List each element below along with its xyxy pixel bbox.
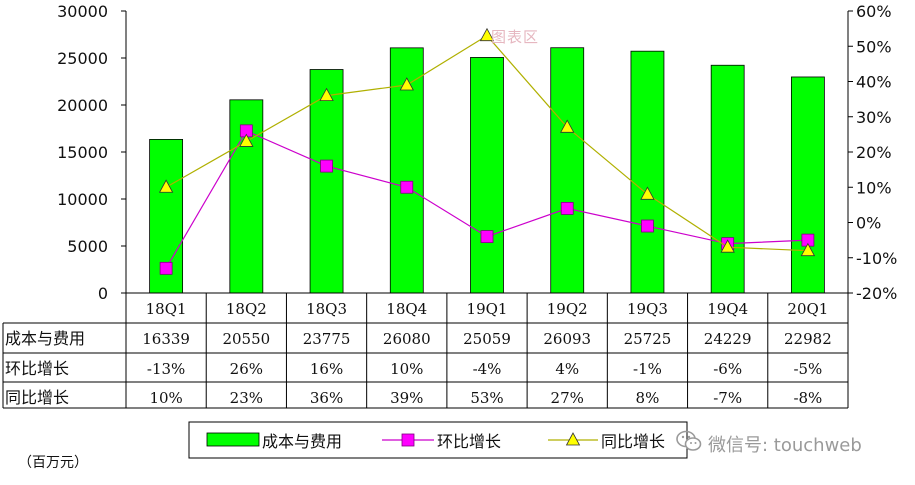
table-cell: 23% [230,389,263,407]
table-cell: 10% [149,389,182,407]
right-tick-label: 20% [856,143,892,162]
watermark-wechat: 微信号: touchweb [708,435,862,456]
mom-point-19Q2 [560,201,574,215]
right-tick-label: 30% [856,108,892,127]
mom-point-18Q4 [400,180,414,194]
table-cell: 53% [470,389,503,407]
table-cell: 23775 [303,330,351,348]
legend-bar-label: 成本与费用 [262,432,342,451]
yoy-point-19Q2 [560,119,575,133]
table-cell: 36% [310,389,343,407]
category-label-19Q3: 19Q3 [627,300,668,318]
yoy-point-18Q2 [239,133,254,147]
yoy-point-19Q1 [479,27,495,42]
right-tick-label: -10% [856,249,897,268]
category-label-19Q2: 19Q2 [547,300,588,318]
table-cell: -6% [713,360,742,378]
table-cell: 24229 [704,330,752,348]
legend-mom-label: 环比增长 [437,432,501,451]
right-tick-label: 50% [856,37,892,56]
data-table: 18Q1 18Q2 18Q3 18Q4 19Q1 19Q2 19Q3 19Q4 20Q1 成本与费… [2,292,849,409]
left-tick-label: 5000 [67,237,108,256]
left-tick-label: 10000 [57,190,108,209]
legend: 成本与费用 环比增长 同比增长 [188,421,688,459]
table-cell: -4% [473,360,502,378]
category-label-18Q1: 18Q1 [146,300,187,318]
table-cell: 16% [310,360,343,378]
left-tick-label: 20000 [57,96,108,115]
category-label-19Q1: 19Q1 [467,300,508,318]
mom-point-18Q3 [320,159,333,173]
axes: 0 5000 10000 15000 20000 25000 30000 -20% -10% 0%… [57,2,897,303]
yoy-point-19Q4 [720,239,735,253]
unit-note: （百万元） [18,455,88,471]
table-cell: 8% [636,389,660,407]
left-tick-label: 15000 [57,143,108,162]
table-cell: 27% [551,389,584,407]
category-label-18Q3: 18Q3 [306,300,347,318]
legend-box [188,421,688,459]
watermark-top: 图表区 [491,28,540,46]
legend-yoy-marker [565,432,581,446]
table-cell: 26080 [383,330,431,348]
right-tick-label: 40% [856,73,892,92]
legend-yoy-label: 同比增长 [601,432,665,451]
table-row-label: 同比增长 [5,388,69,407]
right-tick-label: 60% [856,2,892,21]
mom-point-18Q1 [159,261,173,275]
table-cell: 39% [390,389,423,407]
table-cell: 16339 [142,330,190,348]
yoy-point-18Q3 [319,87,334,101]
right-tick-label: 0% [856,214,881,233]
table-cell: 26093 [543,330,591,348]
table-cell: 4% [555,360,579,378]
legend-bar-swatch [206,432,260,447]
table-cell: 25059 [463,330,511,348]
bar-series [149,47,825,294]
bar-19Q3 [630,50,665,294]
category-label-18Q2: 18Q2 [226,300,267,318]
table-cell: -8% [793,389,822,407]
right-tick-label: -20% [856,284,897,303]
table-cell: 22982 [784,330,832,348]
table-cell: -7% [713,389,742,407]
bar-19Q1 [470,57,504,294]
left-tick-label: 25000 [57,49,108,68]
table-cell: -1% [633,360,662,378]
category-label-18Q4: 18Q4 [386,300,427,318]
mom-point-19Q1 [480,230,494,244]
line-series [158,27,816,275]
legend-mom-marker [401,433,415,447]
bar-19Q2 [550,47,585,294]
category-label-20Q1: 20Q1 [787,300,828,318]
right-tick-label: 10% [856,178,892,197]
table-cell: -13% [147,360,185,378]
table-cell: -5% [793,360,822,378]
bar-20Q1 [790,76,825,294]
wechat-icon [676,430,702,451]
yoy-point-19Q3 [640,186,655,200]
bar-18Q3 [309,69,344,294]
table-row-label: 环比增长 [5,359,69,378]
table-cell: 26% [230,360,263,378]
yoy-point-20Q1 [800,242,816,257]
table-cell: 20550 [222,330,270,348]
table-cell: 25725 [624,330,672,348]
mom-point-19Q3 [641,219,654,233]
left-tick-label: 0 [98,284,108,303]
bar-19Q4 [710,64,745,294]
yoy-point-18Q4 [399,77,414,91]
category-label-19Q4: 19Q4 [707,300,748,318]
table-cell: 10% [390,360,423,378]
table-row-label: 成本与费用 [5,329,85,348]
left-tick-label: 30000 [57,2,108,21]
yoy-point-18Q1 [158,179,174,193]
